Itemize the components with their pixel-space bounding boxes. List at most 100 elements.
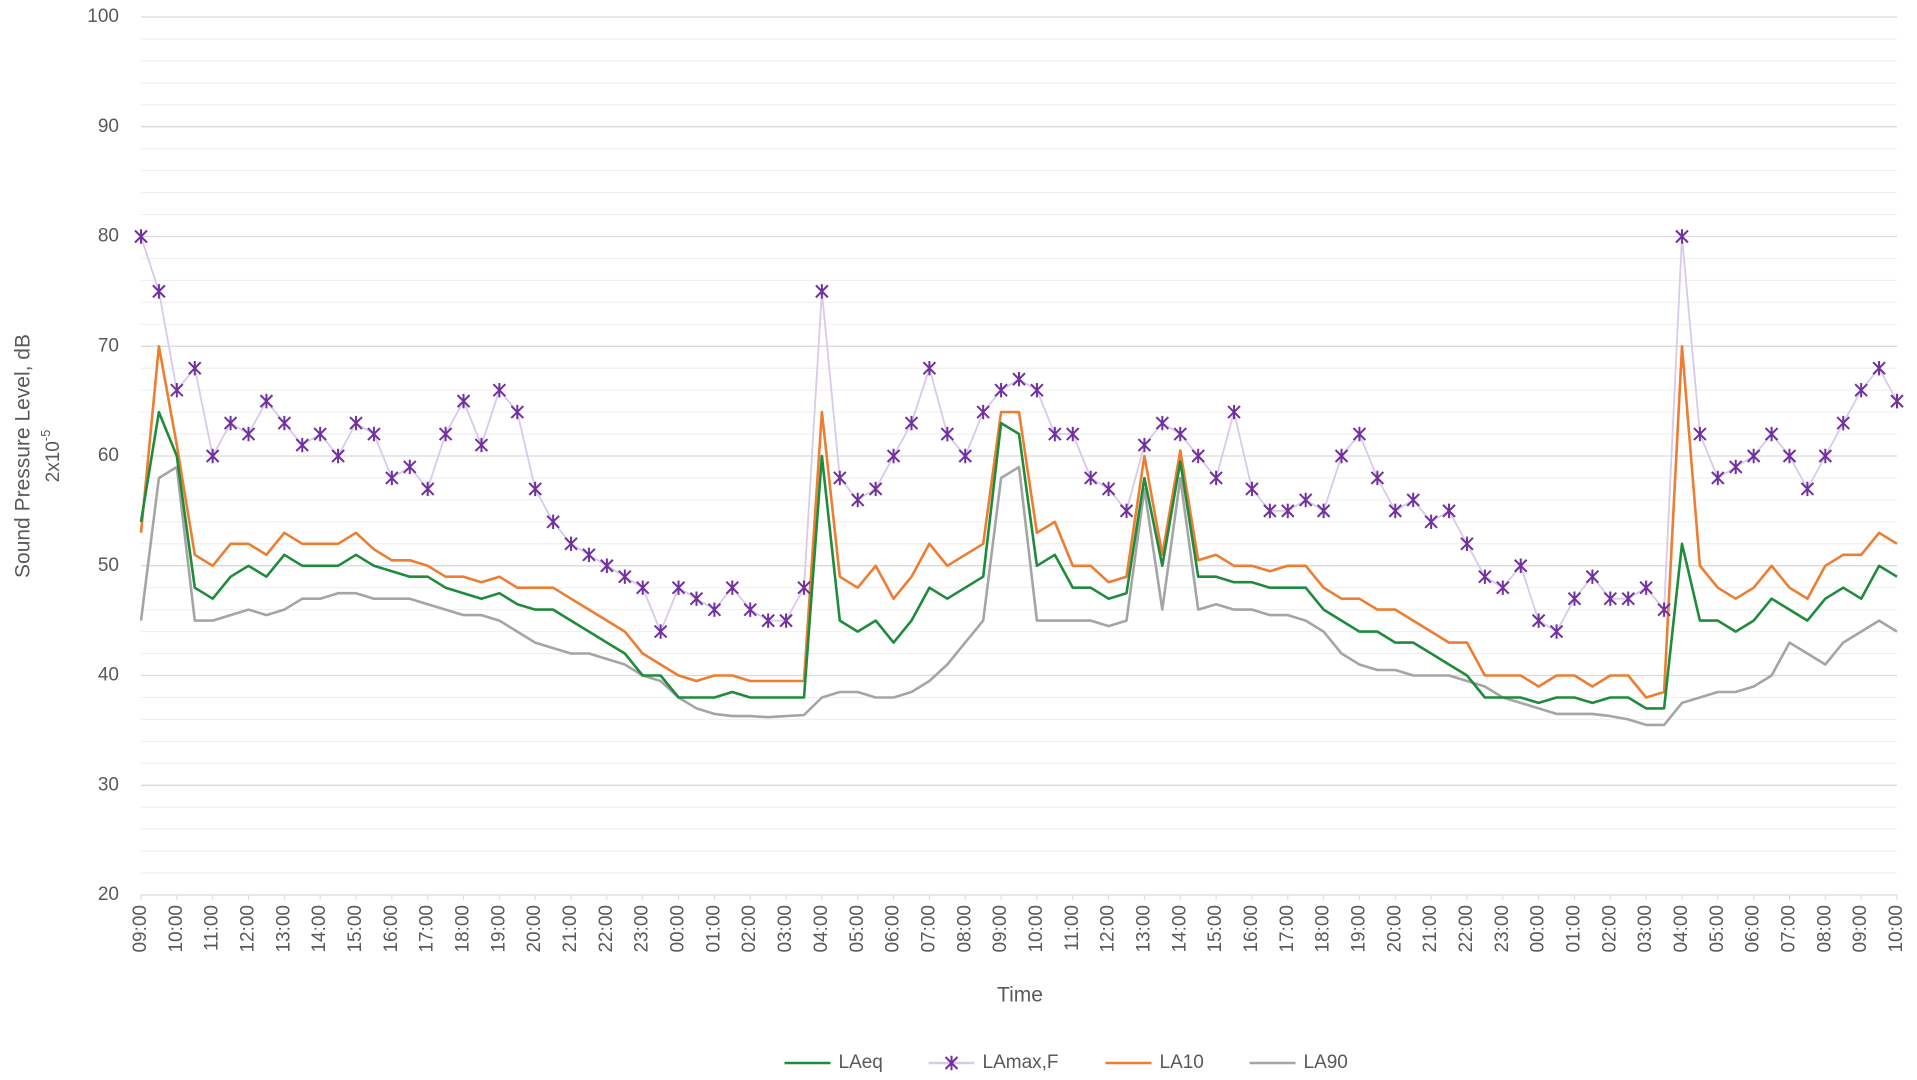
x-tick-label: 03:00 (775, 905, 796, 953)
series-marker (1442, 503, 1456, 519)
y-axis-unit-base: 2x10 (43, 441, 64, 482)
x-tick-label: 19:00 (488, 905, 509, 953)
series-marker (223, 415, 238, 431)
series-marker (1066, 426, 1080, 442)
series-marker (1424, 514, 1438, 530)
series-line (139, 465, 1898, 727)
series-marker (188, 361, 202, 376)
series-marker (205, 448, 220, 464)
series-marker (1370, 470, 1385, 486)
series-marker (1298, 492, 1313, 508)
plot-lines (139, 235, 1898, 727)
x-tick-label: 10:00 (166, 905, 187, 953)
series-marker (761, 613, 775, 628)
x-tick-label: 22:00 (596, 905, 617, 953)
series-marker (152, 284, 166, 299)
x-tick-label: 00:00 (668, 905, 689, 953)
series-marker (1478, 569, 1492, 584)
x-tick-label: 04:00 (811, 905, 832, 953)
x-tick-label: 10:00 (1886, 905, 1907, 953)
series-marker (1782, 448, 1797, 464)
series-marker (1101, 481, 1116, 497)
series-marker (546, 514, 560, 530)
series-marker (1191, 448, 1205, 464)
series-marker (1030, 382, 1044, 398)
series-marker (241, 426, 256, 442)
x-tick-label: 06:00 (883, 905, 904, 953)
series-marker (1496, 580, 1510, 595)
series-marker (134, 229, 148, 244)
x-tick-label: 01:00 (1563, 905, 1584, 953)
series-marker (1012, 371, 1026, 387)
series-marker (797, 580, 811, 595)
series-marker (851, 492, 865, 508)
series-marker (1119, 503, 1134, 519)
x-tick-label: 21:00 (560, 905, 581, 953)
series-marker (1800, 481, 1815, 497)
x-tick-label: 23:00 (1492, 905, 1513, 953)
x-tick-label: 03:00 (1635, 905, 1656, 953)
series-marker (779, 613, 793, 628)
y-axis-unit: 2x10-5 (38, 430, 64, 483)
series-marker (1263, 503, 1277, 519)
series-marker (170, 382, 184, 398)
series-marker (582, 547, 596, 562)
series-marker (1173, 426, 1187, 442)
series-marker (1639, 580, 1653, 595)
series-marker (1836, 415, 1850, 431)
x-tick-label: 06:00 (1743, 905, 1764, 953)
series-marker (1657, 602, 1671, 617)
y-tick-label: 100 (87, 6, 119, 27)
y-axis-unit-exponent: -5 (38, 430, 53, 442)
x-tick-label: 14:00 (309, 905, 330, 953)
x-tick-label: 23:00 (632, 905, 653, 953)
series-marker (313, 426, 327, 442)
series-marker (671, 580, 686, 595)
series-marker (528, 481, 542, 497)
y-tick-label: 50 (98, 555, 119, 576)
series-marker (1048, 426, 1062, 442)
series-marker (1460, 536, 1474, 551)
series-marker (600, 558, 614, 573)
series-marker (1388, 503, 1402, 519)
x-tick-label: 17:00 (1277, 905, 1298, 953)
x-axis-title: Time (997, 984, 1043, 1007)
x-tick-label: 18:00 (1313, 905, 1334, 953)
series-marker (1746, 448, 1761, 464)
series-marker (1675, 229, 1689, 244)
series-marker (1854, 382, 1868, 398)
series-marker (349, 415, 363, 431)
x-tick-label: 16:00 (1241, 905, 1262, 953)
legend: LAeq LAmax,F LA10 LA90 (784, 1052, 1348, 1073)
legend-label: LA90 (1304, 1052, 1348, 1073)
x-tick-label: 09:00 (990, 905, 1011, 953)
series-marker (564, 536, 578, 551)
series-marker (1227, 404, 1241, 420)
series-marker (1083, 470, 1098, 486)
x-tick-label: 07:00 (1779, 905, 1800, 953)
x-tick-label: 05:00 (1707, 905, 1728, 953)
series-line (139, 345, 1898, 699)
series-marker (403, 459, 417, 475)
series-marker (833, 470, 847, 486)
y-tick-label: 40 (98, 665, 119, 686)
series-marker (1334, 448, 1349, 464)
series-marker (1729, 459, 1743, 475)
series-marker (1155, 415, 1170, 431)
series-marker (1514, 558, 1528, 573)
series-marker (367, 426, 381, 442)
x-tick-label: 08:00 (954, 905, 975, 953)
x-tick-label: 10:00 (1026, 905, 1047, 953)
series-marker (653, 624, 668, 639)
x-tick-label: 16:00 (381, 905, 402, 953)
x-tick-label: 11:00 (1062, 905, 1083, 951)
x-tick-label: 17:00 (417, 905, 438, 953)
x-tick-label: 11:00 (202, 905, 223, 951)
y-axis-title: Sound Pressure Level, dB (12, 334, 35, 578)
series-marker (958, 448, 972, 464)
series-marker (1890, 393, 1904, 409)
series-marker (815, 284, 829, 299)
series-marker (922, 361, 937, 376)
x-tick-label: 07:00 (918, 905, 939, 953)
